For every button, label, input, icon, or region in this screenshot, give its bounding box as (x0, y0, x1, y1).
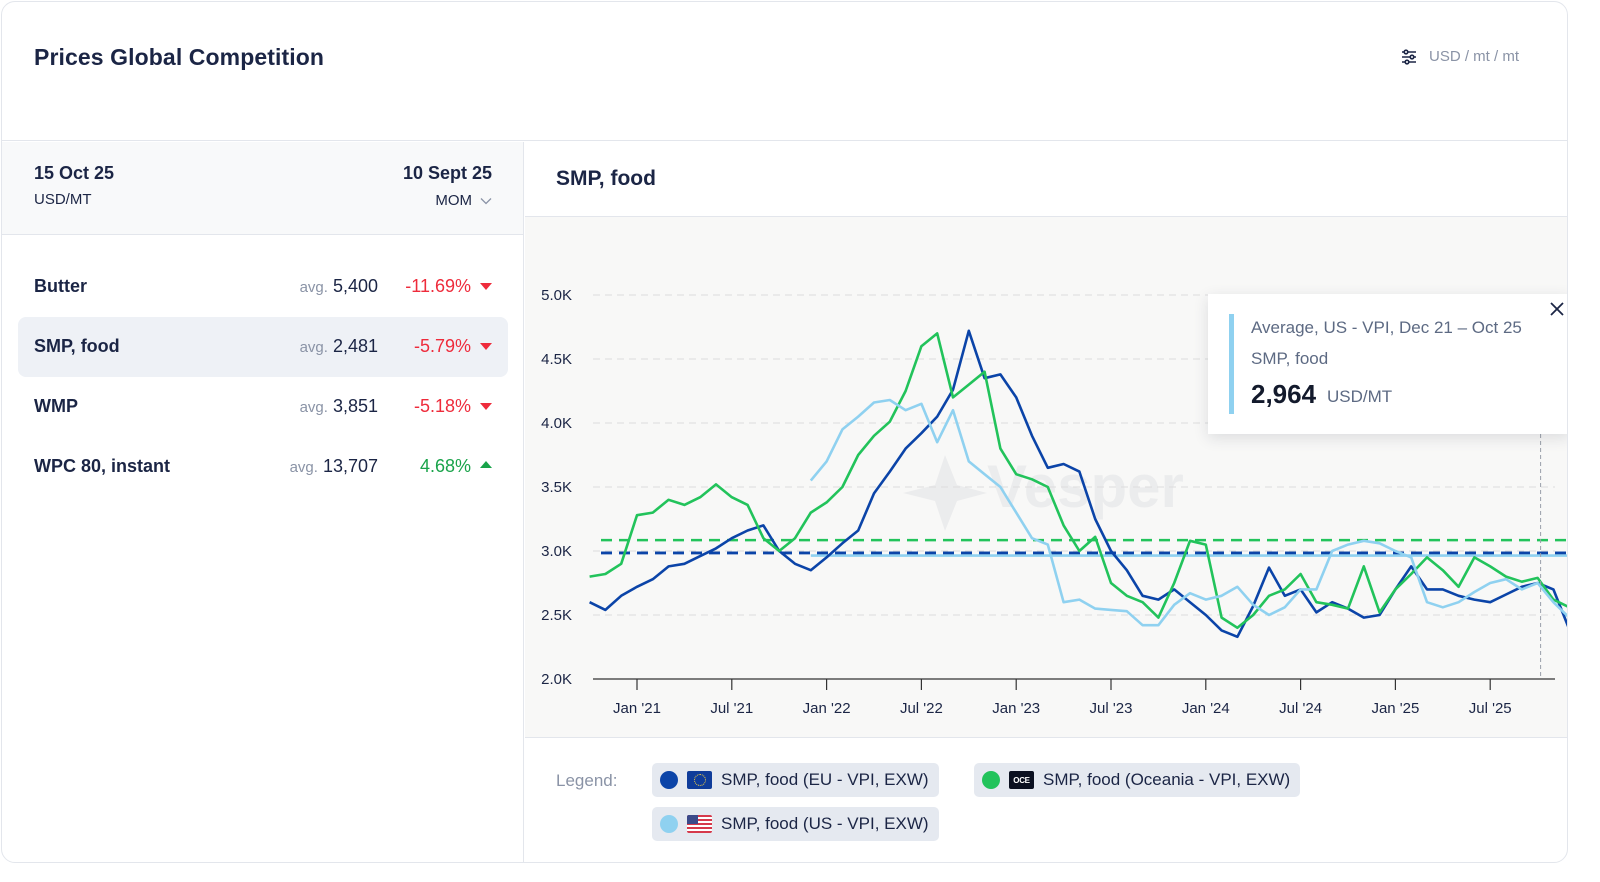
legend-dot-oceania (982, 771, 1000, 789)
y-tick-label: 3.0K (541, 543, 572, 560)
compare-date: 10 Sept 25 (402, 163, 492, 183)
x-tick-label: Jan '23 (992, 700, 1040, 717)
compare-mode-dropdown[interactable]: MOM (435, 192, 492, 209)
x-tick-label: Jul '22 (900, 700, 943, 717)
eu-flag-icon (687, 771, 712, 789)
sliders-icon (1401, 48, 1417, 65)
legend-text: SMP, food (EU - VPI, EXW) (721, 770, 929, 789)
x-tick-label: Jul '21 (710, 700, 753, 717)
page-title: Prices Global Competition (34, 44, 325, 70)
oceania-flag-icon: OCE (1009, 771, 1034, 789)
product-change: -5.79% (413, 336, 471, 356)
current-date: 15 Oct 25 (34, 163, 115, 183)
series-line-eu[interactable] (589, 329, 1568, 639)
chart-legend: Legend: SMP, food (EU - VPI, EXW) OCE SM… (525, 739, 1567, 862)
y-tick-label: 5.0K (541, 287, 572, 304)
y-tick-label: 2.0K (541, 671, 572, 688)
chart-plot-area[interactable]: Vesper 2.0K 2.5K 3.0K 3.5K 4.0K 4.5K 5.0K Jan … (525, 217, 1568, 738)
product-item-butter[interactable]: Butter avg. 5,400 -11.69% (18, 257, 508, 317)
product-change: -11.69% (405, 276, 471, 296)
product-item-wpc-80-instant[interactable]: WPC 80, instant avg. 13,707 4.68% (18, 437, 508, 497)
x-tick-label: Jan '24 (1182, 700, 1230, 717)
y-tick-label: 4.0K (541, 415, 572, 432)
product-change: -5.18% (413, 396, 471, 416)
us-flag-icon (687, 815, 712, 833)
x-tick-label: Jan '22 (803, 700, 851, 717)
series-line-oceania[interactable] (589, 332, 1568, 630)
legend-label: Legend: (556, 771, 618, 790)
compare-mode-value: MOM (435, 192, 472, 209)
y-tick-label: 4.5K (541, 351, 572, 368)
product-change: 4.68% (419, 456, 471, 476)
trend-up-icon (480, 461, 492, 468)
units-selector[interactable]: USD / mt / mt (1401, 48, 1519, 65)
trend-down-icon (480, 283, 492, 290)
tooltip-value: 2,964 (1251, 379, 1317, 409)
legend-dot-us (660, 815, 678, 833)
x-tick-label: Jul '24 (1279, 700, 1322, 717)
prices-global-competition-card: Prices Global Competition USD / mt / mt … (1, 1, 1568, 863)
series-line-us[interactable] (809, 398, 1568, 627)
y-tick-label: 3.5K (541, 479, 572, 496)
y-tick-label: 2.5K (541, 607, 572, 624)
units-label: USD / mt / mt (1429, 48, 1519, 65)
legend-item-oceania[interactable]: OCE SMP, food (Oceania - VPI, EXW) (974, 763, 1301, 797)
close-tooltip-button[interactable] (1546, 298, 1567, 320)
product-item-wmp[interactable]: WMP avg. 3,851 -5.18% (18, 377, 508, 437)
product-list-panel: 15 Oct 25 USD/MT 10 Sept 25 MOM Butter a… (2, 142, 524, 862)
product-list: Butter avg. 5,400 -11.69% SMP, food avg. 2… (18, 257, 508, 497)
close-icon (1550, 302, 1564, 316)
x-tick-label: Jan '25 (1371, 700, 1419, 717)
legend-dot-eu (660, 771, 678, 789)
tooltip-unit: USD/MT (1327, 387, 1393, 406)
legend-text: SMP, food (Oceania - VPI, EXW) (1043, 770, 1291, 789)
chevron-down-icon (480, 192, 492, 209)
x-tick-label: Jul '25 (1469, 700, 1512, 717)
legend-item-eu[interactable]: SMP, food (EU - VPI, EXW) (652, 763, 939, 797)
product-average: avg. 2,481 (299, 336, 378, 356)
x-tick-label: Jan '21 (613, 700, 661, 717)
chart-panel: SMP, food Vesper 2.0K 2.5K 3.0K 3.5K 4.0K 4.5… (525, 142, 1568, 862)
price-line-chart[interactable]: Vesper 2.0K 2.5K 3.0K 3.5K 4.0K 4.5K 5.0K Jan … (525, 217, 1568, 738)
product-name: WPC 80, instant (34, 456, 171, 476)
average-tooltip: Average, US - VPI, Dec 21 – Oct 25 SMP, … (1208, 294, 1567, 434)
product-average: avg. 5,400 (299, 276, 378, 296)
product-name: WMP (34, 396, 78, 416)
product-average: avg. 13,707 (289, 456, 378, 476)
tooltip-series-label: Average, US - VPI, Dec 21 – Oct 25 (1251, 318, 1522, 337)
chart-title: SMP, food (556, 167, 656, 190)
tooltip-product-label: SMP, food (1251, 349, 1329, 368)
product-name: Butter (34, 276, 87, 296)
legend-text: SMP, food (US - VPI, EXW) (721, 814, 929, 833)
vesper-watermark: Vesper (903, 453, 1184, 531)
trend-down-icon (480, 403, 492, 410)
x-tick-label: Jul '23 (1090, 700, 1133, 717)
trend-down-icon (480, 343, 492, 350)
vesper-logo-icon (903, 455, 987, 531)
card-header: Prices Global Competition USD / mt / mt (2, 2, 1567, 141)
currency-unit: USD/MT (34, 191, 92, 208)
product-item-smp-food[interactable]: SMP, food avg. 2,481 -5.79% (18, 317, 508, 377)
tooltip-accent-bar (1229, 314, 1234, 414)
product-list-header: 15 Oct 25 USD/MT 10 Sept 25 MOM (2, 142, 523, 235)
product-name: SMP, food (34, 336, 120, 356)
product-average: avg. 3,851 (299, 396, 378, 416)
chart-header: SMP, food (525, 142, 1567, 217)
legend-item-us[interactable]: SMP, food (US - VPI, EXW) (652, 807, 939, 841)
